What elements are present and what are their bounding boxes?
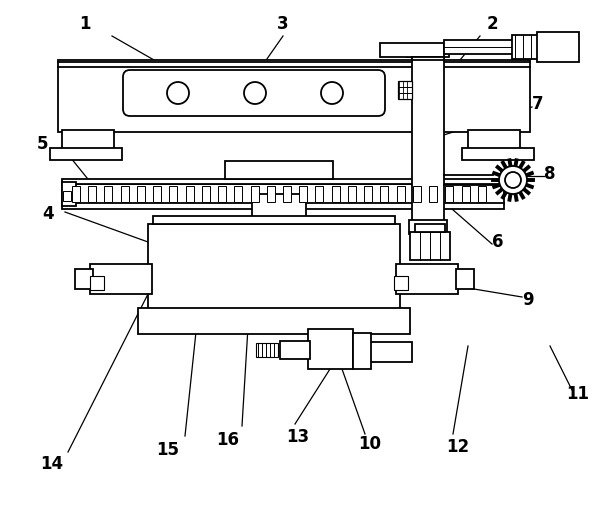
Bar xyxy=(186,186,194,202)
Circle shape xyxy=(505,172,521,188)
Bar xyxy=(409,220,447,234)
Bar xyxy=(394,276,408,290)
Bar xyxy=(105,186,113,202)
Bar xyxy=(364,186,372,202)
Text: 12: 12 xyxy=(446,438,469,456)
Text: 4: 4 xyxy=(42,205,54,223)
Text: 5: 5 xyxy=(36,135,48,153)
Bar xyxy=(410,232,450,260)
Bar xyxy=(62,203,504,209)
Bar xyxy=(398,81,412,99)
Bar xyxy=(462,148,534,160)
Circle shape xyxy=(167,82,189,104)
Text: 2: 2 xyxy=(486,15,498,33)
Text: 15: 15 xyxy=(157,441,180,459)
Bar xyxy=(353,333,371,369)
Bar xyxy=(62,184,504,204)
FancyBboxPatch shape xyxy=(123,70,385,116)
Bar xyxy=(478,186,486,202)
Bar xyxy=(138,308,410,334)
Bar xyxy=(412,57,444,222)
Bar xyxy=(429,186,437,202)
Bar xyxy=(348,186,356,202)
Bar xyxy=(280,341,310,359)
Bar xyxy=(456,269,474,289)
Bar xyxy=(240,237,318,247)
Bar xyxy=(413,186,421,202)
Bar xyxy=(250,186,258,202)
Bar xyxy=(90,264,152,294)
Bar xyxy=(415,224,445,232)
Bar xyxy=(58,60,530,132)
Bar xyxy=(63,191,71,201)
Bar xyxy=(72,186,80,202)
Bar xyxy=(137,186,145,202)
Text: 7: 7 xyxy=(532,95,544,113)
Bar xyxy=(88,186,96,202)
Bar xyxy=(308,329,353,369)
Bar xyxy=(153,186,161,202)
Bar xyxy=(90,276,104,290)
Text: 14: 14 xyxy=(41,455,64,473)
Text: 6: 6 xyxy=(492,233,504,251)
Text: 13: 13 xyxy=(286,428,310,446)
Bar xyxy=(397,186,405,202)
Bar xyxy=(444,40,539,54)
Bar xyxy=(218,186,226,202)
Bar xyxy=(267,186,275,202)
Bar xyxy=(169,186,177,202)
Bar xyxy=(234,186,243,202)
Bar xyxy=(62,182,76,206)
Bar xyxy=(353,342,412,362)
Bar xyxy=(256,343,278,357)
Bar xyxy=(445,186,453,202)
Circle shape xyxy=(499,166,527,194)
Bar xyxy=(380,43,444,57)
Bar xyxy=(75,269,93,289)
Bar xyxy=(381,186,388,202)
Bar xyxy=(153,216,395,224)
Bar xyxy=(407,47,449,57)
Text: 11: 11 xyxy=(566,385,589,403)
Bar xyxy=(252,194,306,242)
Text: 3: 3 xyxy=(277,15,289,33)
Circle shape xyxy=(244,82,266,104)
Bar xyxy=(62,130,114,152)
Bar xyxy=(468,130,520,152)
Bar xyxy=(332,186,339,202)
Text: 1: 1 xyxy=(79,15,91,33)
Text: 9: 9 xyxy=(522,291,534,309)
Bar xyxy=(412,57,444,60)
Bar xyxy=(148,224,400,312)
Bar xyxy=(462,186,469,202)
Bar xyxy=(120,186,129,202)
Text: 16: 16 xyxy=(217,431,240,449)
Bar xyxy=(512,35,550,59)
Bar xyxy=(396,264,458,294)
Bar xyxy=(202,186,210,202)
Bar xyxy=(283,186,291,202)
Bar xyxy=(62,179,504,184)
Text: 8: 8 xyxy=(544,165,556,183)
Bar xyxy=(225,161,333,179)
Circle shape xyxy=(321,82,343,104)
Text: 10: 10 xyxy=(359,435,382,453)
Bar xyxy=(299,186,307,202)
Bar xyxy=(50,148,122,160)
Bar xyxy=(537,32,579,62)
Bar xyxy=(315,186,324,202)
